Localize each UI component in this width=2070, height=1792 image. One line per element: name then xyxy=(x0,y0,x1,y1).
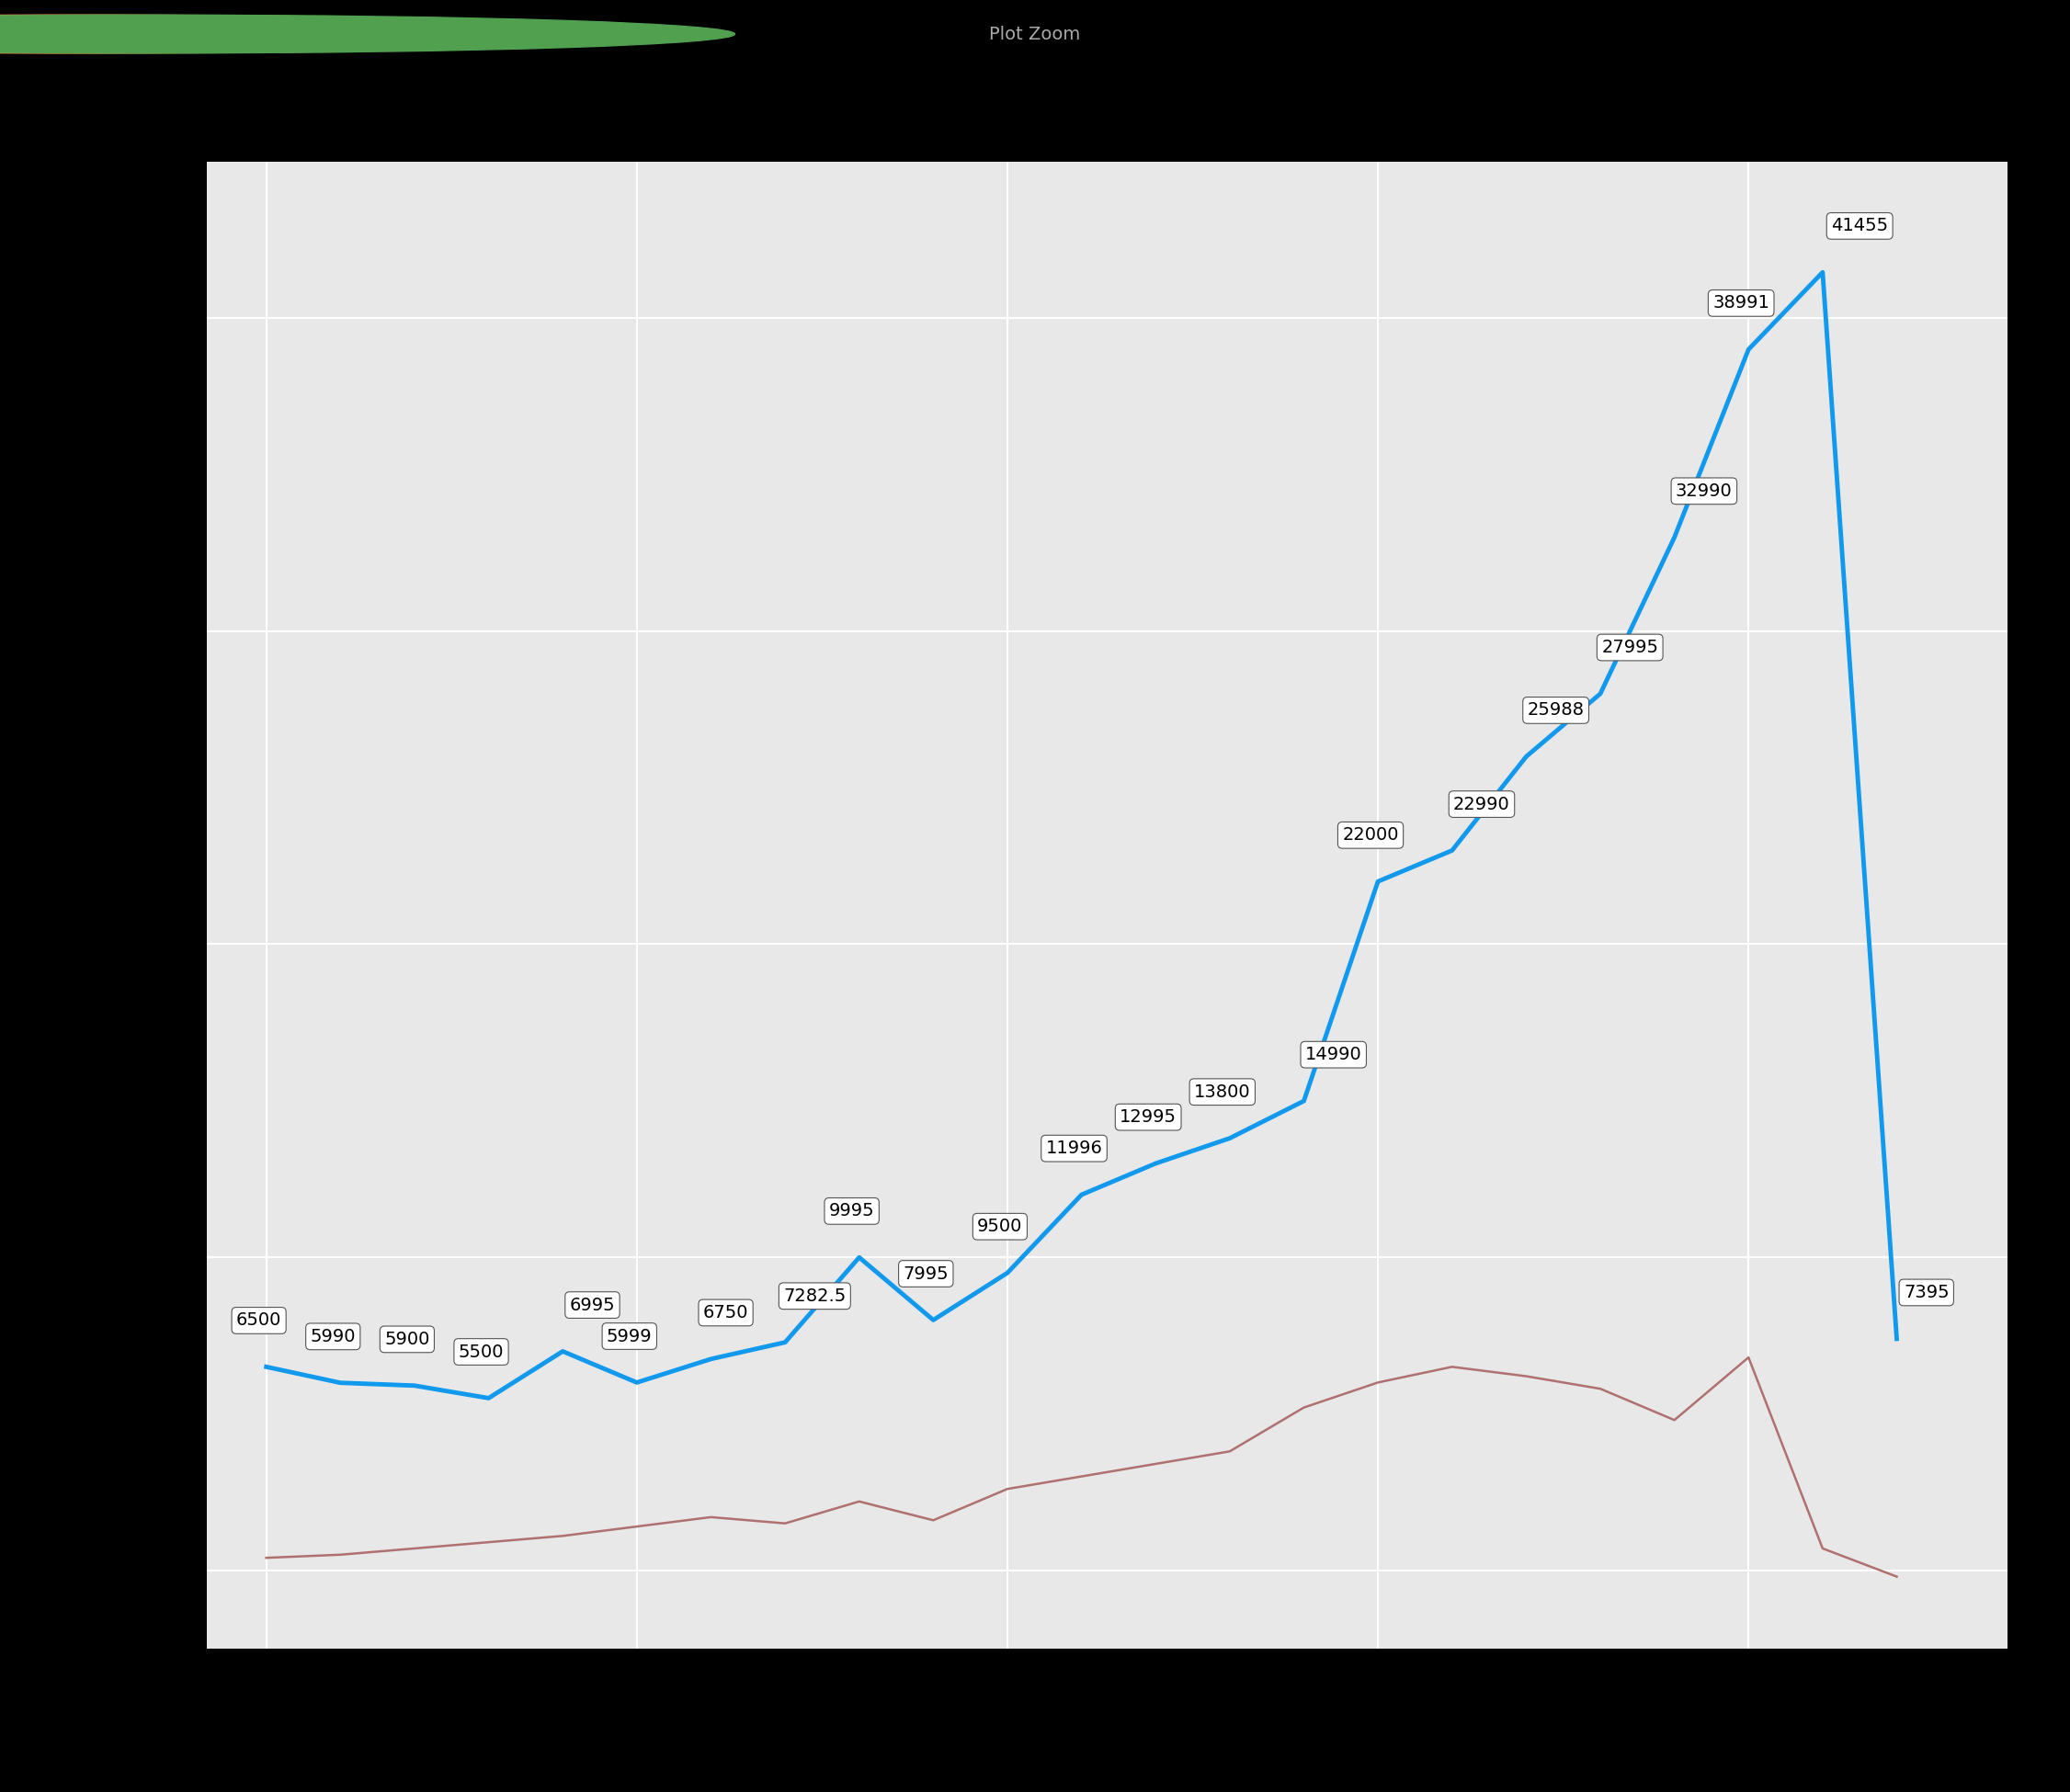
Text: 14990: 14990 xyxy=(1304,1047,1362,1063)
Text: 11996: 11996 xyxy=(1045,1140,1103,1158)
Text: 9500: 9500 xyxy=(977,1219,1023,1235)
Text: 6500: 6500 xyxy=(236,1312,282,1330)
Text: 5990: 5990 xyxy=(310,1328,356,1346)
Text: 6750: 6750 xyxy=(704,1305,749,1321)
X-axis label: year: year xyxy=(1083,1684,1132,1706)
Text: Plot Zoom: Plot Zoom xyxy=(989,25,1081,43)
Circle shape xyxy=(0,14,631,54)
Text: 27995: 27995 xyxy=(1602,638,1658,656)
Text: 5900: 5900 xyxy=(385,1331,431,1348)
Circle shape xyxy=(0,14,683,54)
Text: 22990: 22990 xyxy=(1453,796,1511,814)
Text: 9995: 9995 xyxy=(828,1202,874,1220)
Text: 5500: 5500 xyxy=(457,1342,503,1360)
Text: 13800: 13800 xyxy=(1194,1082,1250,1100)
Text: Median Ford car price since 2000: Median Ford car price since 2000 xyxy=(801,106,1269,133)
Text: 12995: 12995 xyxy=(1120,1109,1176,1125)
Text: 6995: 6995 xyxy=(569,1296,615,1314)
Text: 5999: 5999 xyxy=(607,1328,652,1346)
Circle shape xyxy=(0,14,735,54)
Text: 7995: 7995 xyxy=(903,1265,948,1283)
Text: 38991: 38991 xyxy=(1712,294,1770,312)
Text: 41455: 41455 xyxy=(1832,217,1888,235)
Text: 32990: 32990 xyxy=(1675,482,1733,500)
Y-axis label: median_price: median_price xyxy=(101,828,124,982)
Text: 25988: 25988 xyxy=(1528,701,1584,719)
Text: 7282.5: 7282.5 xyxy=(782,1287,847,1305)
Text: 7395: 7395 xyxy=(1904,1283,1950,1301)
Text: 22000: 22000 xyxy=(1341,826,1399,844)
